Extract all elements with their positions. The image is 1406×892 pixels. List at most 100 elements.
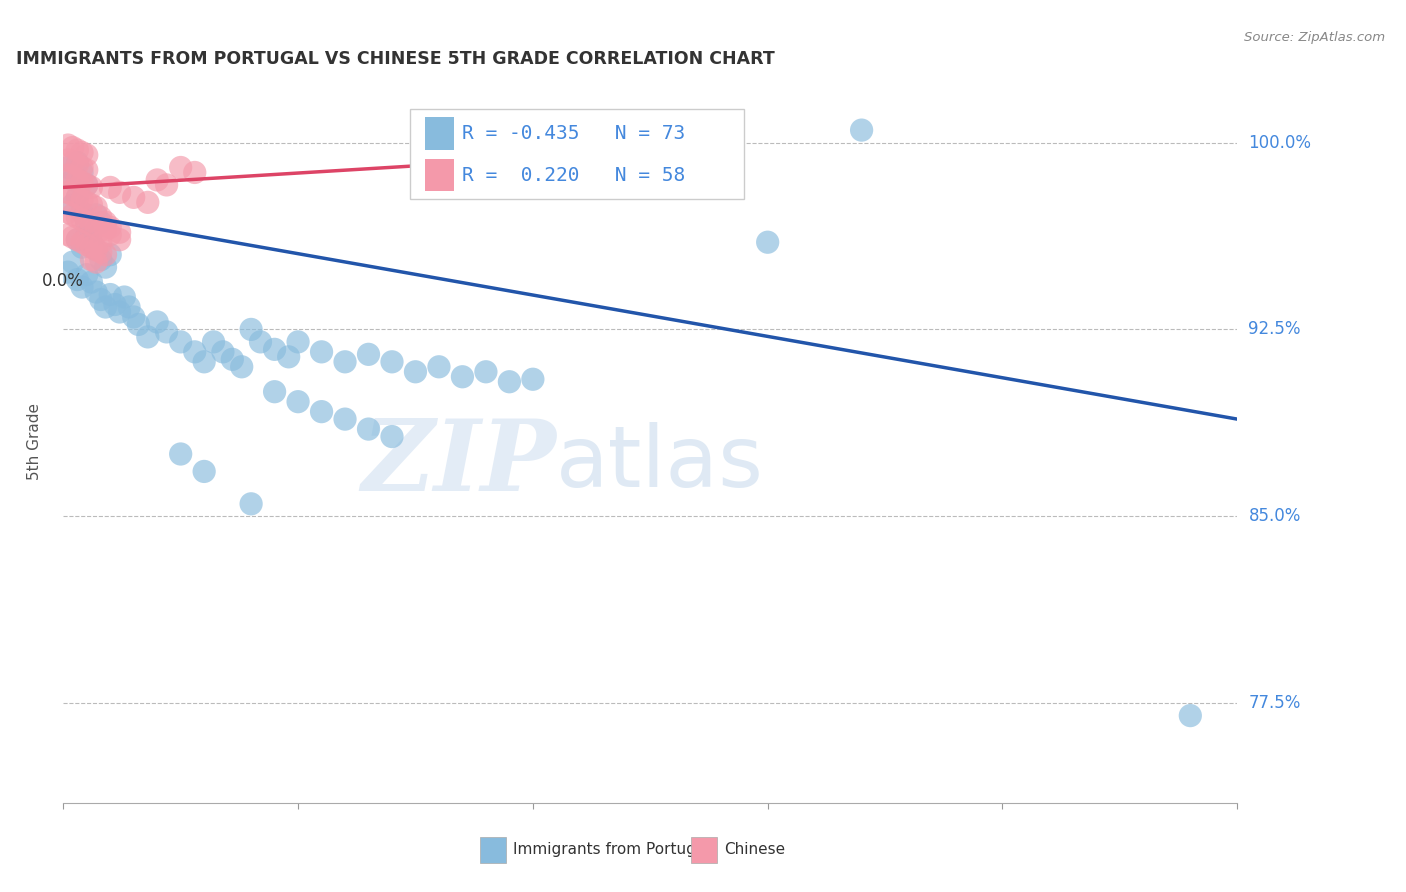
Point [90,215,112,229]
Point [98,180,121,194]
Point [240,322,263,336]
Point [381,355,404,369]
Point [357,347,380,361]
Point [56,168,79,182]
Point [381,429,404,443]
Point [76,215,98,229]
Point [80,275,103,289]
Text: Immigrants from Portugal: Immigrants from Portugal [513,842,710,857]
Point [287,334,309,349]
Text: Source: ZipAtlas.com: Source: ZipAtlas.com [1244,31,1385,45]
Point [66,211,89,225]
Point [94,248,117,262]
Point [94,300,117,314]
Point [70,205,93,219]
Point [311,344,333,359]
Point [70,193,93,207]
Point [112,290,135,304]
Point [66,272,89,286]
Point [169,161,191,175]
Point [66,155,89,169]
Point [62,187,84,202]
Point [66,233,89,247]
Point [84,200,107,214]
Point [84,243,107,257]
FancyBboxPatch shape [692,837,717,863]
Point [70,176,93,190]
Point [193,355,215,369]
Point [756,235,779,250]
Point [146,315,169,329]
Point [62,230,84,244]
Point [136,330,159,344]
Point [405,365,427,379]
Point [66,190,89,204]
Point [80,218,103,232]
Text: R = -0.435   N = 73: R = -0.435 N = 73 [463,124,686,143]
Point [193,465,215,479]
Point [56,186,79,200]
Point [427,359,450,374]
Point [90,245,112,260]
Point [118,300,141,314]
Point [231,359,253,374]
Point [522,372,544,386]
Point [108,186,131,200]
Point [80,252,103,267]
Point [76,178,98,192]
Point [277,350,299,364]
Point [56,265,79,279]
Point [498,375,520,389]
Point [84,255,107,269]
Point [146,173,169,187]
Point [56,161,79,175]
Point [357,422,380,436]
Text: 92.5%: 92.5% [1249,320,1301,338]
Point [66,190,89,204]
Point [80,180,103,194]
FancyBboxPatch shape [479,837,506,863]
Text: 85.0%: 85.0% [1249,508,1301,525]
Point [263,343,285,357]
Point [90,235,112,250]
Point [90,211,112,225]
Point [56,227,79,242]
Point [84,243,107,257]
Point [80,240,103,254]
FancyBboxPatch shape [425,159,454,192]
Point [94,260,117,274]
Point [108,225,131,239]
Point [70,145,93,160]
Point [84,220,107,235]
Point [90,252,112,267]
Point [104,297,127,311]
Point [333,355,356,369]
Y-axis label: 5th Grade: 5th Grade [28,403,42,480]
Text: IMMIGRANTS FROM PORTUGAL VS CHINESE 5TH GRADE CORRELATION CHART: IMMIGRANTS FROM PORTUGAL VS CHINESE 5TH … [17,50,775,68]
Point [136,195,159,210]
Point [333,412,356,426]
Point [70,235,93,250]
Point [62,173,84,187]
Point [202,334,225,349]
Point [287,394,309,409]
FancyBboxPatch shape [409,109,744,200]
Point [90,223,112,237]
Point [184,344,207,359]
Point [84,208,107,222]
Point [127,318,149,332]
Point [475,365,498,379]
Point [62,155,84,169]
Point [155,178,177,192]
Point [62,198,84,212]
Point [80,235,103,250]
Point [76,215,98,229]
Point [66,173,89,187]
Point [70,165,93,179]
Point [62,170,84,185]
Point [56,138,79,153]
Point [98,287,121,301]
Point [94,215,117,229]
Point [76,178,98,192]
Point [1180,708,1202,723]
